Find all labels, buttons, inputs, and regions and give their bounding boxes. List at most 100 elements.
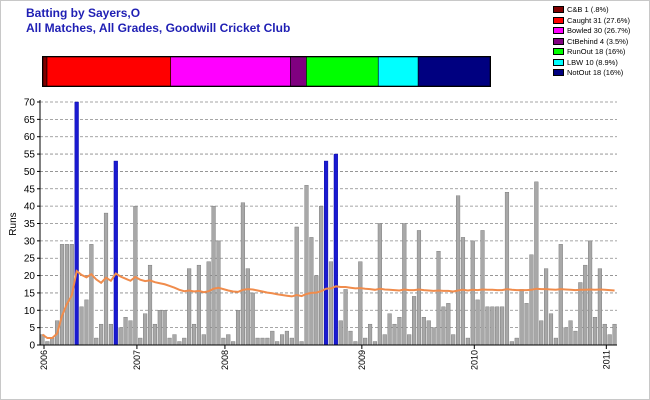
legend-label: RunOut 18 (16%)	[567, 47, 626, 56]
legend-swatch	[553, 58, 564, 66]
bar	[456, 195, 461, 346]
bar	[79, 306, 84, 346]
bar	[612, 323, 617, 346]
bar	[177, 341, 182, 346]
y-tick-label: 25	[24, 254, 36, 265]
bar	[255, 337, 260, 346]
legend-swatch	[553, 6, 564, 13]
legend-swatch	[553, 27, 564, 34]
bar	[108, 323, 113, 346]
bar	[363, 337, 368, 346]
bar	[343, 289, 348, 346]
legend-swatch	[553, 48, 564, 55]
bar	[377, 223, 382, 346]
bar	[524, 303, 529, 346]
bar	[167, 337, 172, 346]
bar	[187, 268, 192, 346]
dismissal-segment	[42, 56, 48, 87]
bar	[470, 240, 475, 346]
bar	[372, 341, 378, 346]
legend-swatch	[553, 16, 564, 24]
bar	[299, 341, 304, 346]
bar	[358, 261, 363, 346]
dismissal-segment	[170, 56, 291, 87]
bar	[441, 306, 446, 346]
legend-label: Caught 31 (27.6%)	[567, 15, 630, 25]
bar	[578, 282, 583, 346]
bar	[446, 303, 451, 346]
bar	[59, 244, 65, 346]
bar	[172, 334, 177, 346]
bar	[133, 205, 138, 346]
dismissal-segment	[290, 56, 307, 87]
bar	[436, 251, 441, 346]
bar	[240, 202, 245, 346]
y-tick-label: 70	[24, 98, 36, 109]
bar	[89, 244, 94, 346]
legend-label: C&B 1 (.8%)	[567, 5, 609, 14]
bar	[50, 337, 55, 346]
bar	[260, 337, 265, 346]
bar	[235, 310, 241, 346]
legend-label: NotOut 18 (16%)	[567, 68, 624, 77]
bar	[152, 323, 157, 346]
bar	[573, 330, 578, 346]
bar	[480, 230, 485, 346]
bar	[397, 317, 402, 346]
bar	[563, 327, 568, 346]
chart-title: Batting by Sayers,O	[26, 6, 141, 20]
bar	[431, 327, 436, 346]
bar	[592, 317, 598, 346]
bar	[211, 205, 216, 346]
bar	[460, 237, 466, 346]
bar	[475, 299, 480, 346]
bar	[539, 320, 544, 346]
bar	[412, 296, 417, 346]
bar	[118, 327, 123, 346]
bar	[201, 334, 206, 346]
bar	[270, 330, 275, 346]
bar	[123, 317, 128, 346]
y-axis-title: Runs	[8, 212, 19, 235]
bar	[289, 337, 294, 346]
bar	[319, 205, 324, 346]
bar	[588, 240, 593, 346]
dismissal-segment	[46, 56, 172, 87]
bar	[74, 101, 79, 346]
bar	[421, 317, 426, 346]
bar	[485, 306, 490, 346]
bar	[323, 160, 329, 346]
bar	[182, 337, 187, 346]
y-tick-label: 0	[29, 341, 35, 352]
bar	[558, 244, 563, 346]
bar	[84, 299, 89, 346]
bar	[392, 323, 397, 346]
bar	[99, 323, 104, 346]
y-tick-label: 5	[29, 323, 35, 334]
bar	[216, 240, 221, 346]
bar	[128, 320, 133, 346]
y-tick-label: 30	[24, 236, 36, 247]
bar	[206, 261, 211, 346]
bar	[284, 330, 289, 346]
bar	[64, 244, 69, 346]
y-tick-label: 10	[24, 306, 36, 317]
bar	[226, 334, 231, 346]
bar	[597, 268, 602, 346]
bar	[265, 337, 270, 346]
x-tick-label: 2006	[39, 350, 49, 370]
bar	[162, 310, 167, 346]
bar	[221, 337, 226, 346]
bar	[191, 323, 197, 346]
legend-swatch	[553, 37, 564, 45]
bar	[304, 185, 309, 346]
y-tick-label: 35	[24, 219, 36, 230]
bar	[607, 334, 612, 346]
bar	[407, 334, 412, 346]
y-tick-label: 50	[24, 167, 36, 178]
bar	[416, 230, 422, 346]
bar	[529, 254, 534, 346]
legend-label: CtBehind 4 (3.5%)	[567, 36, 629, 46]
legend-label: LBW 10 (8.9%)	[567, 57, 618, 67]
bar	[500, 306, 505, 346]
